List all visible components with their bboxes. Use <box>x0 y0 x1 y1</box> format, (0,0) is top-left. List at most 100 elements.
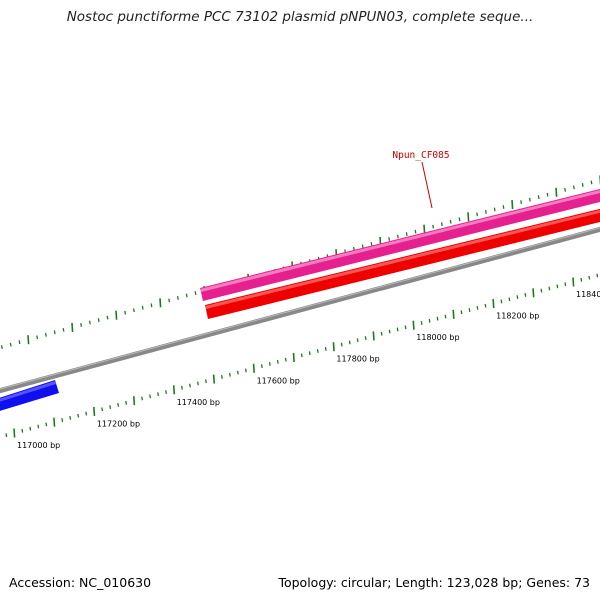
inner-tick <box>165 390 167 394</box>
outer-tick <box>168 298 171 303</box>
tick-label: 118000 bp <box>416 333 459 342</box>
outer-tick <box>106 315 109 320</box>
inner-tick <box>141 396 144 401</box>
outer-tick <box>432 224 435 229</box>
map-title: Nostoc punctiforme PCC 73102 plasmid pNP… <box>66 9 534 25</box>
inner-tick <box>364 336 367 340</box>
backbone-highlight <box>0 227 600 390</box>
inner-tick <box>244 368 247 373</box>
tick-label: 117200 bp <box>97 419 140 428</box>
inner-tick <box>516 295 519 300</box>
outer-tick <box>511 200 514 210</box>
outer-tick <box>564 187 567 192</box>
outer-tick <box>388 237 391 241</box>
inner-tick <box>596 273 599 278</box>
gene-blue[interactable] <box>0 380 59 417</box>
outer-tick <box>449 219 452 224</box>
inner-tick <box>21 428 24 433</box>
inner-tick <box>109 405 112 410</box>
inner-tick <box>236 370 239 375</box>
inner-tick <box>308 351 311 356</box>
outer-tick <box>370 241 373 246</box>
outer-tick <box>62 327 65 332</box>
outer-tick <box>0 345 3 349</box>
outer-tick <box>484 210 487 214</box>
inner-tick <box>532 288 535 298</box>
inner-tick <box>396 327 399 332</box>
inner-tick <box>460 310 463 315</box>
inner-tick <box>564 282 567 287</box>
inner-tick <box>556 284 559 289</box>
inner-tick <box>356 338 359 343</box>
inner-tick <box>197 381 199 386</box>
inner-tick <box>412 320 415 330</box>
outer-tick <box>71 322 74 332</box>
outer-tick <box>440 222 443 227</box>
outer-tick <box>396 234 399 239</box>
outer-tick <box>502 205 505 209</box>
inner-tick <box>388 329 391 334</box>
outer-tick <box>185 293 188 298</box>
inner-tick <box>316 349 319 353</box>
outer-tick <box>159 298 162 308</box>
inner-tick <box>228 372 231 377</box>
inner-tick <box>149 394 151 399</box>
inner-tick <box>252 363 255 373</box>
inner-tick <box>61 418 64 422</box>
inner-tick <box>292 352 295 363</box>
inner-tick <box>468 308 471 312</box>
outer-tick <box>124 310 127 315</box>
feature-track <box>0 188 600 417</box>
inner-tick <box>540 288 543 293</box>
inner-tick <box>492 299 495 309</box>
outer-tick <box>423 224 426 234</box>
outer-tick <box>414 229 417 234</box>
inner-tick <box>189 383 191 388</box>
inner-tick <box>93 406 96 416</box>
outer-tick <box>88 320 91 325</box>
inner-tick <box>444 314 447 319</box>
inner-tick <box>484 303 487 308</box>
inner-tick <box>508 297 511 302</box>
outer-tick <box>97 318 100 322</box>
tick-label: 117800 bp <box>336 355 379 364</box>
outer-tick <box>27 335 30 345</box>
outer-tick <box>18 340 21 345</box>
inner-tick <box>29 426 32 431</box>
inner-tick <box>212 374 216 384</box>
outer-tick <box>572 185 575 190</box>
topology-summary: Topology: circular; Length: 123,028 bp; … <box>278 575 590 590</box>
inner-tick <box>77 413 80 418</box>
outer-tick <box>80 323 83 327</box>
outer-tick <box>458 217 461 222</box>
outer-tick <box>115 310 118 320</box>
outer-tick <box>467 212 470 222</box>
inner-tick <box>548 286 551 291</box>
outer-tick <box>36 335 39 340</box>
gene-npun-cf085-highlight <box>200 189 600 292</box>
inner-tick <box>45 422 48 427</box>
outer-tick-track <box>0 175 600 349</box>
gene-red-highlight <box>205 209 600 309</box>
outer-tick <box>520 200 523 205</box>
inner-tick <box>476 305 479 310</box>
gene-red[interactable] <box>205 206 600 319</box>
inner-tick <box>276 359 279 364</box>
outer-tick <box>361 244 364 249</box>
inner-tick-track <box>5 273 599 438</box>
tick-label: 117400 bp <box>177 398 220 407</box>
outer-tick <box>176 296 179 300</box>
gene-label-npun-cf085[interactable]: Npun_CF085 <box>392 150 449 161</box>
inner-tick <box>372 331 375 341</box>
inner-tick <box>524 293 527 297</box>
inner-tick <box>181 385 183 390</box>
outer-tick <box>546 192 549 197</box>
inner-tick <box>69 415 72 420</box>
inner-tick <box>157 392 159 397</box>
tick-label: 118400 bp <box>576 290 600 299</box>
inner-tick <box>572 277 575 287</box>
tick-label: 117000 bp <box>17 441 60 450</box>
inner-tick <box>420 321 423 325</box>
outer-tick <box>537 195 540 200</box>
